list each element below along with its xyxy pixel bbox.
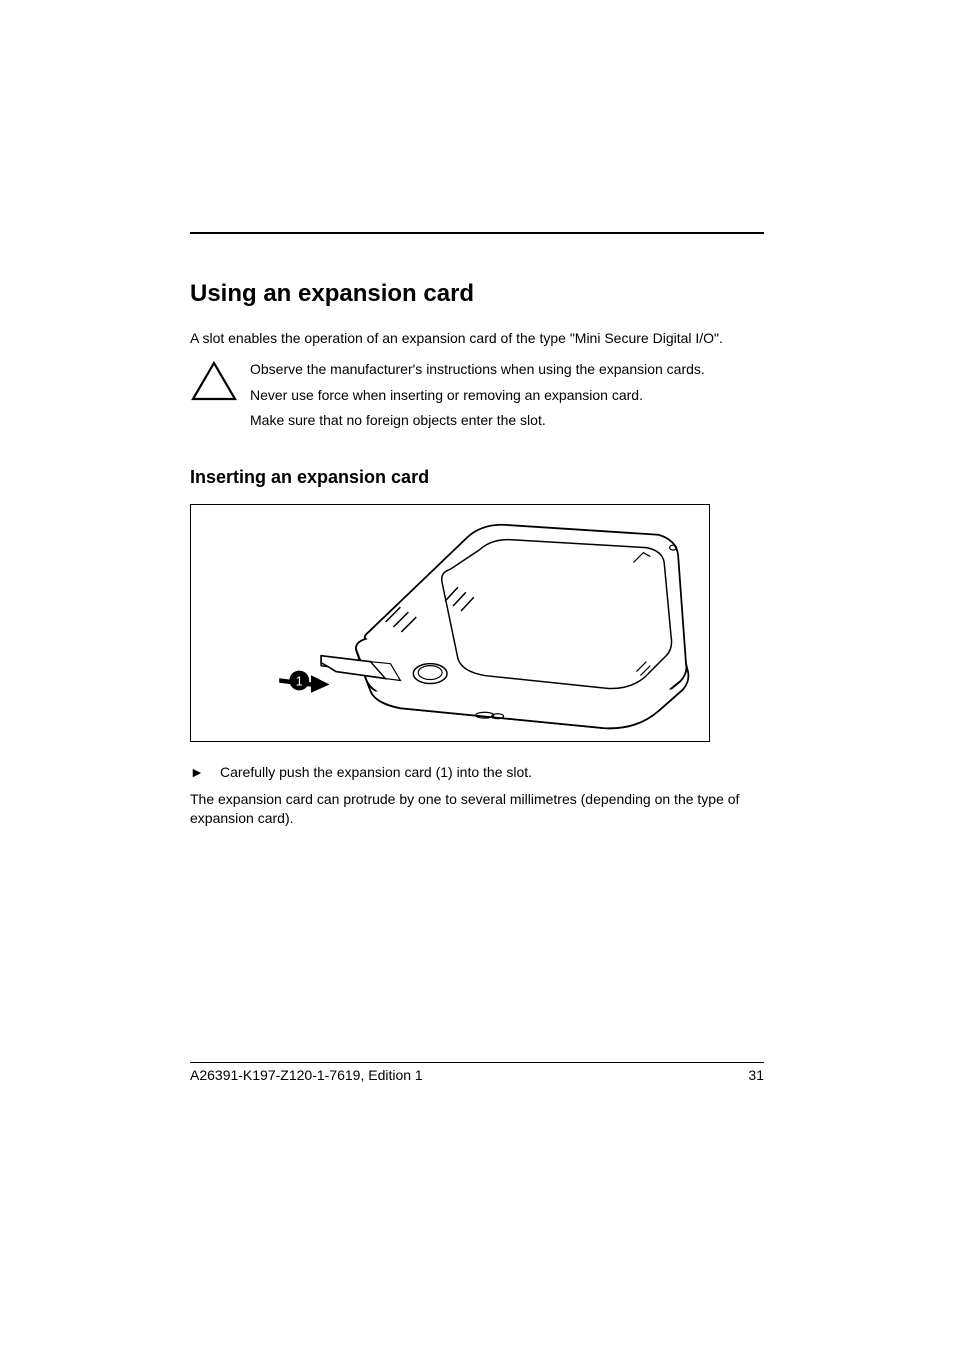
caution-line: Make sure that no foreign objects enter … bbox=[250, 411, 764, 431]
callout-label: 1 bbox=[296, 673, 303, 688]
step-marker-icon: ► bbox=[190, 764, 220, 780]
intro-text: A slot enables the operation of an expan… bbox=[190, 330, 764, 346]
caution-line: Never use force when inserting or removi… bbox=[250, 386, 764, 406]
caution-line: Observe the manufacturer's instructions … bbox=[250, 360, 764, 380]
caution-text: Observe the manufacturer's instructions … bbox=[250, 360, 764, 437]
bottom-rule bbox=[190, 1062, 764, 1064]
figure-device: 1 bbox=[190, 504, 710, 742]
top-rule bbox=[190, 232, 764, 234]
subsection-title: Inserting an expansion card bbox=[190, 467, 764, 488]
device-illustration: 1 bbox=[191, 505, 709, 741]
caution-block: Observe the manufacturer's instructions … bbox=[190, 360, 764, 437]
caution-triangle-icon bbox=[190, 360, 238, 407]
footer-doc-id: A26391-K197-Z120-1-7619, Edition 1 bbox=[190, 1067, 423, 1083]
step-text: Carefully push the expansion card (1) in… bbox=[220, 764, 764, 780]
footer: A26391-K197-Z120-1-7619, Edition 1 31 bbox=[190, 1067, 764, 1083]
note-text: The expansion card can protrude by one t… bbox=[190, 790, 764, 829]
page: Using an expansion card A slot enables t… bbox=[0, 0, 954, 1351]
section-title: Using an expansion card bbox=[190, 280, 764, 308]
step-line: ► Carefully push the expansion card (1) … bbox=[190, 764, 764, 780]
content: Using an expansion card A slot enables t… bbox=[190, 280, 764, 829]
footer-page-number: 31 bbox=[748, 1067, 764, 1083]
